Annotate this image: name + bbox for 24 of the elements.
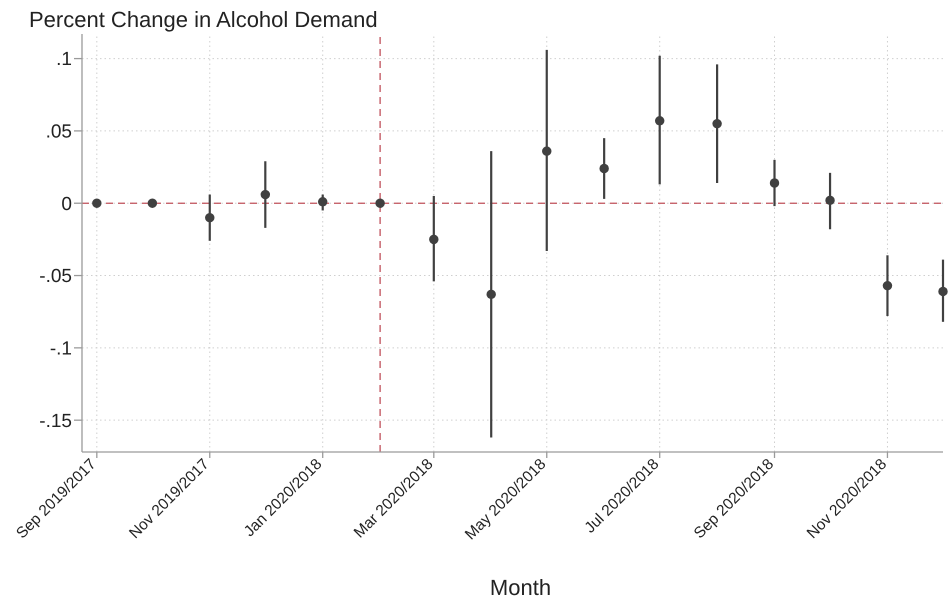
- y-tick-label: 0: [61, 194, 72, 215]
- y-tick-label: -.15: [39, 410, 72, 432]
- point: [938, 286, 948, 296]
- y-tick-label: .1: [56, 49, 72, 70]
- point: [486, 290, 496, 300]
- point: [882, 280, 892, 290]
- point: [825, 196, 835, 206]
- x-axis-title: Month: [490, 575, 552, 600]
- point: [318, 197, 328, 206]
- point: [375, 198, 385, 208]
- point: [712, 118, 722, 128]
- y-tick-label: .05: [46, 122, 72, 143]
- point: [260, 190, 270, 200]
- point: [542, 146, 552, 156]
- point: [205, 212, 214, 222]
- point: [429, 234, 439, 244]
- point: [599, 164, 609, 174]
- point: [654, 116, 664, 126]
- chart-title: Percent Change in Alcohol Demand: [29, 7, 378, 32]
- point: [92, 198, 102, 208]
- y-tick-label: -.05: [39, 266, 72, 288]
- point: [148, 198, 158, 208]
- y-tick-label: -.1: [50, 338, 72, 360]
- point: [770, 178, 780, 188]
